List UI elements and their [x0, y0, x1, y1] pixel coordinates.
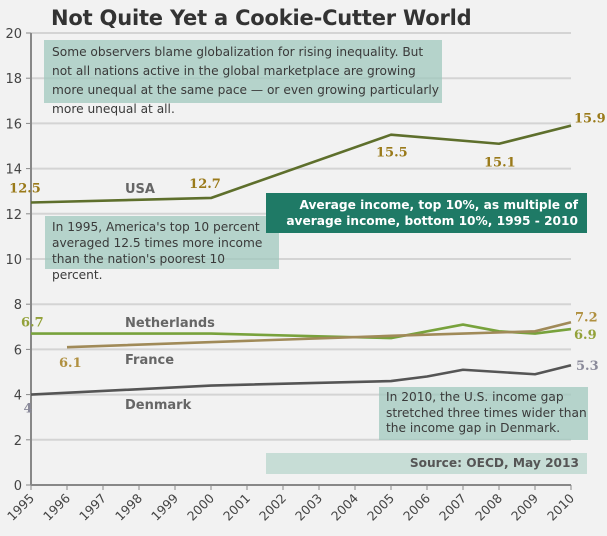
y-tick-label: 14 — [5, 163, 22, 178]
data-label: 12.7 — [189, 177, 221, 192]
x-tick-label: 2010 — [544, 490, 577, 523]
y-tick-label: 4 — [14, 389, 22, 404]
y-tick-label: 16 — [5, 117, 22, 132]
x-tick-label: 1998 — [112, 490, 145, 523]
denmark-annotation: In 2010, the U.S. income gap stretched t… — [379, 387, 588, 440]
data-label: 15.1 — [484, 156, 516, 171]
data-label: 15.5 — [376, 146, 408, 161]
y-tick-label: 8 — [14, 298, 22, 313]
data-label: 4 — [23, 402, 32, 417]
series-name-label: France — [125, 353, 174, 368]
x-tick-label: 2008 — [472, 490, 505, 523]
x-tick-label: 2001 — [220, 491, 253, 524]
x-tick-label: 1997 — [76, 491, 109, 524]
data-label: 6.1 — [59, 356, 82, 371]
y-tick-label: 20 — [5, 27, 22, 42]
series-line-netherlands — [31, 323, 572, 340]
x-tick-label: 2002 — [256, 491, 289, 524]
x-tick-label: 1996 — [40, 490, 73, 523]
x-tick-label: 2003 — [292, 491, 325, 524]
data-label: 5.3 — [576, 359, 599, 374]
chart-title: Not Quite Yet a Cookie-Cutter World — [51, 6, 472, 30]
series-lines — [30, 124, 572, 396]
intro-annotation: Some observers blame globalization for r… — [44, 40, 442, 116]
series-line-usa — [30, 124, 572, 204]
us-annotation: In 1995, America's top 10 percent averag… — [45, 216, 279, 282]
x-tick-label: 1995 — [4, 491, 37, 524]
y-tick-label: 10 — [5, 253, 22, 268]
x-tick-label: 2004 — [328, 490, 361, 523]
y-tick-label: 6 — [14, 343, 22, 358]
data-label: 6.7 — [21, 316, 44, 331]
x-tick-label: 2009 — [508, 490, 541, 523]
x-tick-label: 2006 — [400, 490, 433, 523]
series-name-label: Denmark — [125, 398, 192, 413]
series-line-denmark — [30, 363, 572, 396]
data-labels: 12.5 12.7 15.5 15.1 15.9 6.7 6.9 6.1 7.2 4 5.3 USA N… — [9, 112, 606, 417]
x-tick-label: 2007 — [436, 491, 469, 524]
y-tick-label: 0 — [14, 479, 22, 494]
source-note: Source: OECD, May 2013 — [266, 453, 587, 474]
chart-subtitle: Average income, top 10%, as multiple of … — [266, 193, 587, 233]
data-label: 15.9 — [574, 112, 606, 127]
series-name-label: USA — [125, 182, 155, 197]
series-name-label: Netherlands — [125, 316, 215, 331]
y-tick-label: 2 — [14, 434, 22, 449]
series-line-france — [66, 321, 572, 349]
x-tick-label: 2005 — [364, 491, 397, 524]
data-label: 12.5 — [9, 182, 41, 197]
x-tick-label: 1999 — [148, 490, 181, 523]
data-label: 7.2 — [575, 310, 598, 325]
y-tick-label: 12 — [5, 208, 22, 223]
y-tick-label: 18 — [5, 72, 22, 87]
data-label: 6.9 — [574, 328, 597, 343]
x-tick-label: 2000 — [184, 490, 217, 523]
